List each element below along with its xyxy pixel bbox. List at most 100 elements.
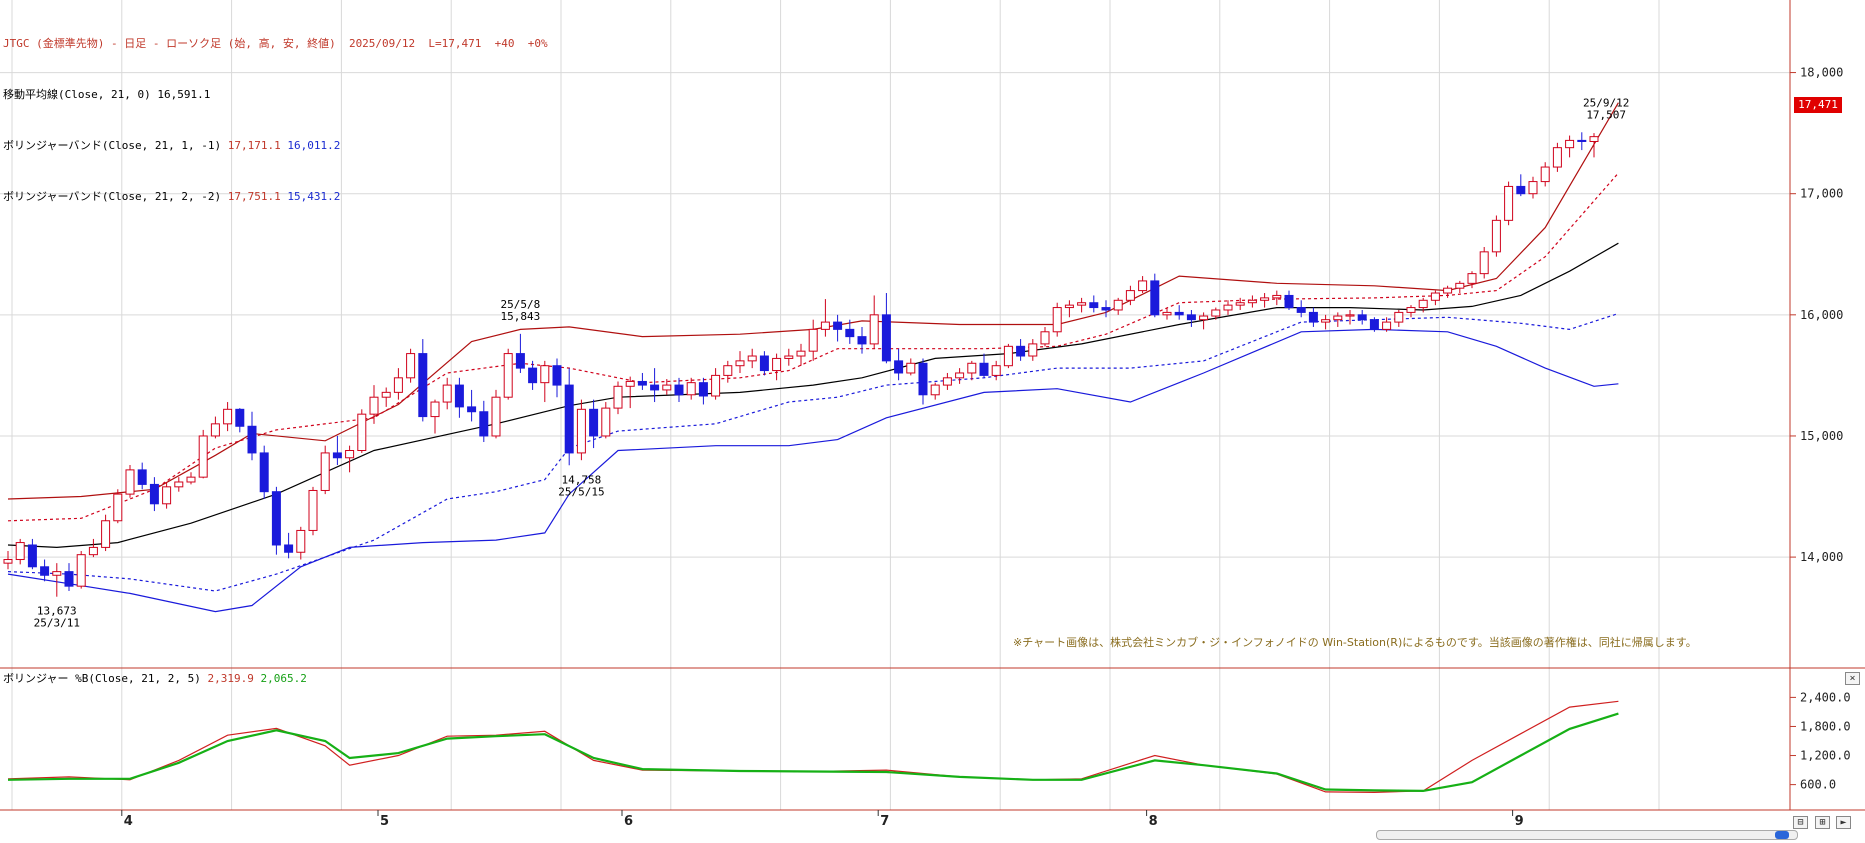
candle-body	[1369, 319, 1379, 330]
candle-body	[442, 384, 452, 403]
candle-body	[27, 544, 37, 568]
scrollbar-thumb[interactable]	[1775, 831, 1789, 839]
candle-body	[406, 353, 416, 379]
candle	[15, 538, 25, 565]
candle	[625, 376, 635, 409]
month-label: 6	[624, 814, 633, 829]
candle-body	[162, 486, 172, 505]
candle	[528, 360, 538, 390]
annotation-sublabel: 15,843	[501, 310, 541, 323]
candle	[1052, 302, 1062, 337]
legend-title-line: JTGC (金標準先物) - 日足 - ローソク足 (始, 高, 安, 終値) …	[3, 37, 548, 50]
candle	[247, 411, 257, 461]
candle-body	[467, 406, 477, 413]
candle-body	[1394, 311, 1404, 323]
candle-body	[223, 408, 233, 425]
candle-body	[198, 435, 208, 478]
candle	[1443, 285, 1453, 298]
candle-body	[369, 396, 379, 415]
candle-body	[1308, 311, 1318, 323]
candle	[906, 358, 916, 376]
candles	[3, 132, 1599, 597]
candle-body	[1589, 136, 1599, 142]
candle-body	[1089, 302, 1099, 309]
candle	[637, 372, 647, 390]
pb-tick-label: 1,200.0	[1800, 749, 1851, 763]
candle-body	[1345, 314, 1355, 317]
pb-series-line	[7, 712, 1619, 793]
annotation-label: 13,673	[37, 605, 77, 618]
candle	[723, 360, 733, 383]
candle-body	[772, 357, 782, 372]
annotation-sublabel: 17,507	[1586, 108, 1626, 121]
candle-body	[1028, 343, 1038, 357]
candle	[1345, 309, 1355, 325]
candle	[235, 408, 245, 433]
zoom-in-button[interactable]: ⊞	[1815, 816, 1830, 829]
main-legend: JTGC (金標準先物) - 日足 - ローソク足 (始, 高, 安, 終値) …	[3, 1, 548, 222]
candle	[503, 348, 513, 400]
candle	[552, 358, 562, 398]
candle-body	[1211, 309, 1221, 317]
candle	[210, 416, 220, 439]
candle-body	[1528, 181, 1538, 195]
candle	[259, 445, 269, 499]
horizontal-scrollbar[interactable]	[1376, 830, 1798, 840]
annotation-sublabel: 25/5/15	[558, 485, 604, 498]
candle	[113, 489, 123, 524]
candle	[1406, 305, 1416, 318]
candle-body	[1491, 219, 1501, 253]
candle-body	[808, 328, 818, 352]
candle	[1284, 290, 1294, 310]
candle-body	[1406, 307, 1416, 313]
candle	[869, 295, 879, 349]
candle	[1260, 293, 1270, 308]
candle-body	[1174, 311, 1184, 316]
candle	[1174, 305, 1184, 320]
candle	[1040, 326, 1050, 347]
price-tick-label: 18,000	[1800, 66, 1843, 80]
candle	[589, 399, 599, 449]
candle-body	[845, 328, 855, 338]
candle-body	[1333, 315, 1343, 321]
candle-body	[930, 384, 940, 396]
candle	[1125, 285, 1135, 306]
candle-body	[1223, 304, 1233, 311]
candle	[747, 348, 757, 369]
candle-body	[894, 360, 904, 374]
candle-body	[1101, 307, 1111, 311]
annotation-sublabel: 25/3/11	[34, 617, 80, 630]
candle-body	[64, 571, 74, 587]
candle-body	[955, 372, 965, 379]
candle-body	[650, 384, 660, 391]
close-subpanel-button[interactable]: ×	[1845, 672, 1860, 685]
candle-body	[906, 362, 916, 374]
last-price-badge: 17,471	[1794, 97, 1842, 113]
price-tick-label: 17,000	[1800, 187, 1843, 201]
candle	[1382, 317, 1392, 332]
candle	[418, 339, 428, 422]
annotation-label: 25/9/12	[1583, 96, 1629, 109]
candle-body	[1138, 280, 1148, 292]
scroll-right-button[interactable]: ►	[1836, 816, 1851, 829]
candle	[1369, 317, 1379, 332]
candle-body	[1247, 299, 1257, 304]
candle-body	[991, 365, 1001, 376]
candle	[1504, 181, 1514, 226]
candle-body	[210, 423, 220, 437]
candle-body	[747, 355, 757, 362]
candle	[1077, 297, 1087, 313]
candle	[650, 368, 660, 403]
candle-body	[52, 571, 62, 576]
candle	[1199, 312, 1209, 330]
time-axis: 4 5 6 7 8 9	[121, 810, 1524, 829]
candle-body	[1003, 345, 1013, 367]
candle-body	[515, 353, 525, 369]
zoom-out-button[interactable]: ⊟	[1793, 816, 1808, 829]
candle	[1357, 309, 1367, 325]
candle-body	[1162, 311, 1172, 316]
candle-body	[259, 452, 269, 493]
candle	[759, 351, 769, 376]
candle	[942, 372, 952, 390]
month-label: 8	[1149, 814, 1158, 829]
